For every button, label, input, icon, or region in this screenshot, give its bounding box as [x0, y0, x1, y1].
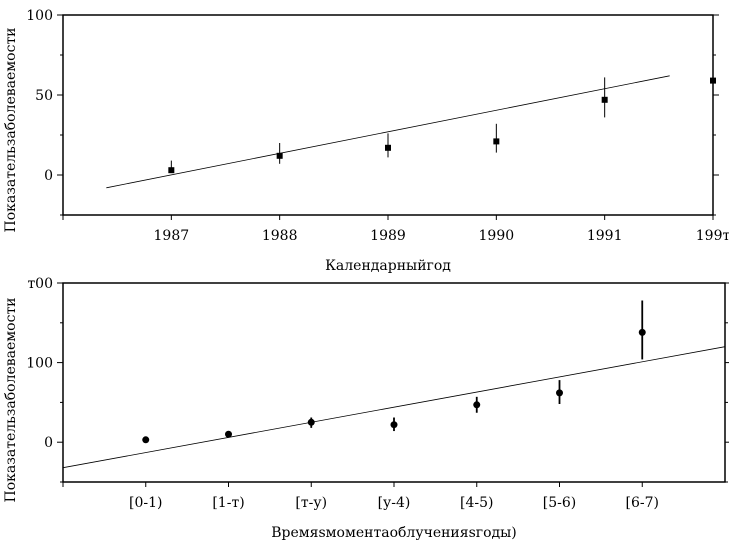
x-tick-label: [т-у): [295, 495, 327, 511]
trend-line: [62, 346, 726, 469]
shared-y-axis-title: Показательзаболеваемости: [3, 27, 19, 232]
chart-panel-1: 0 50 100 1987 1988 1989 1990 1991 199т Календарны…: [26, 8, 729, 274]
trend-line: [106, 75, 670, 189]
data-point: [385, 144, 391, 151]
plot-frame: [62, 282, 726, 483]
x-tick-label: [0-1): [129, 495, 162, 511]
data-point: [168, 167, 175, 174]
x-tick-label: 1991: [587, 228, 623, 244]
x-axis-title: Календарныйгод: [325, 258, 451, 274]
x-tick-label: 1990: [479, 228, 515, 244]
data-point: [276, 152, 283, 159]
x-tick-label: [1-т): [212, 495, 244, 511]
data-point: [142, 436, 150, 444]
data-point: [473, 401, 481, 409]
x-tick-label: [6-7): [626, 495, 659, 511]
data-point: [601, 96, 608, 103]
x-tick-label: 1989: [370, 228, 406, 244]
x-tick-label: 1987: [154, 228, 190, 244]
y-tick-label: 0: [44, 168, 53, 184]
y-tick-label: 0: [44, 435, 53, 451]
y-axis-title-lower: Показательзаболеваемости: [3, 297, 19, 502]
x-tick-label: [у-4): [378, 495, 411, 511]
y-tick-label: 100: [26, 8, 53, 24]
x-tick-label: [4-5): [460, 495, 493, 511]
data-point: [307, 418, 315, 426]
data-point: [493, 138, 500, 145]
plot-frame: [62, 14, 714, 216]
x-axis-title: Времяsмоментаоблученияsгоды): [271, 525, 517, 540]
x-tick-label: [5-6): [543, 495, 576, 511]
data-point: [556, 389, 563, 397]
y-tick-label: 50: [35, 88, 53, 104]
x-tick-label: 199т: [696, 228, 729, 244]
y-tick-label: 100: [26, 356, 53, 372]
x-tick-label: 1988: [262, 228, 298, 244]
y-tick-label: т00: [27, 276, 53, 292]
data-point: [638, 328, 646, 336]
data-point: [710, 77, 716, 84]
chart-panel-2: 0 100 т00 [0-1) [1-т) [т-у) [у-4) [4-5) [5-6) [6-…: [26, 276, 729, 541]
data-point: [225, 430, 232, 438]
data-point: [390, 421, 398, 429]
